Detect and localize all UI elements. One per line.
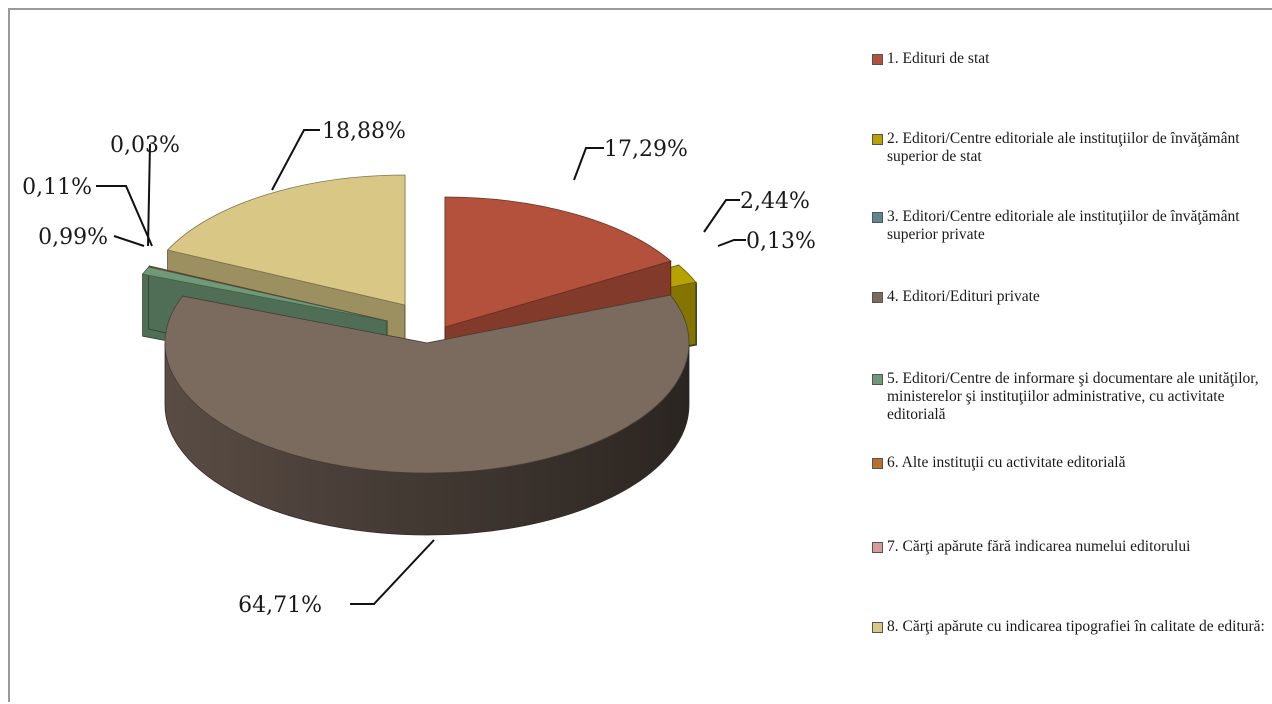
- pie-slice-4-top: [164, 294, 690, 474]
- legend-item-5: 5. Editori/Centre de informare şi docume…: [872, 370, 1272, 424]
- pie-slice-8-top: [166, 174, 406, 306]
- legend-swatch-4: [872, 292, 883, 303]
- legend-swatch-3: [872, 212, 883, 223]
- legend-label-3: 3. Editori/Centre editoriale ale institu…: [887, 208, 1240, 243]
- pie-slice-5-top: [141, 266, 388, 322]
- legend-swatch-8: [872, 622, 883, 633]
- legend-label-2: 2. Editori/Centre editoriale ale institu…: [887, 130, 1240, 165]
- data-label-1: 17,29%: [604, 137, 688, 162]
- data-label-2: 2,44%: [740, 189, 810, 214]
- legend-swatch-2: [872, 134, 883, 145]
- leader-line-3: [717, 239, 746, 247]
- legend-label-8: 8. Cărţi apărute cu indicarea tipografie…: [887, 618, 1265, 635]
- leader-line-4: [350, 539, 435, 605]
- data-labels: 17,29% 2,44% 0,13% 64,71% 0,99% 0,11% 0,03% 18,…: [22, 119, 816, 618]
- chart-frame: 17,29% 2,44% 0,13% 64,71% 0,99% 0,11% 0,03% 18,…: [8, 8, 1272, 702]
- data-label-3: 0,13%: [746, 229, 816, 254]
- legend-item-7: 7. Cărţi apărute fără indicarea numelui …: [872, 538, 1272, 556]
- data-label-4: 64,71%: [238, 593, 322, 618]
- data-label-6: 0,11%: [22, 175, 92, 200]
- data-label-7: 0,03%: [110, 133, 180, 158]
- legend-swatch-5: [872, 374, 883, 385]
- leader-line-5: [113, 235, 145, 247]
- leader-line-6: [96, 185, 153, 247]
- data-label-5: 0,99%: [38, 225, 108, 250]
- legend-swatch-1: [872, 54, 883, 65]
- pie-slice-1-top: [444, 196, 672, 328]
- legend-label-6: 6. Alte instituţii cu activitate editori…: [887, 454, 1126, 471]
- leader-line-1: [573, 147, 604, 181]
- legend-item-8: 8. Cărţi apărute cu indicarea tipografie…: [872, 618, 1272, 636]
- legend-label-1: 1. Edituri de stat: [887, 50, 990, 67]
- leader-line-8: [271, 129, 320, 191]
- legend-item-2: 2. Editori/Centre editoriale ale institu…: [872, 130, 1272, 166]
- legend-label-4: 4. Editori/Edituri private: [887, 288, 1040, 305]
- leader-line-7: [147, 143, 151, 247]
- data-label-8: 18,88%: [322, 119, 406, 144]
- legend-item-6: 6. Alte instituţii cu activitate editori…: [872, 454, 1272, 472]
- pie-chart: 17,29% 2,44% 0,13% 64,71% 0,99% 0,11% 0,03% 18,…: [22, 119, 816, 618]
- legend-swatch-6: [872, 458, 883, 469]
- legend-item-4: 4. Editori/Edituri private: [872, 288, 1272, 306]
- legend-label-7: 7. Cărţi apărute fără indicarea numelui …: [887, 538, 1191, 555]
- legend-swatch-7: [872, 542, 883, 553]
- legend-item-3: 3. Editori/Centre editoriale ale institu…: [872, 208, 1272, 244]
- pie-slice-4: [164, 294, 690, 536]
- legend-item-1: 1. Edituri de stat: [872, 50, 1272, 68]
- leader-line-2: [703, 199, 740, 233]
- legend-label-5: 5. Editori/Centre de informare şi docume…: [887, 370, 1259, 423]
